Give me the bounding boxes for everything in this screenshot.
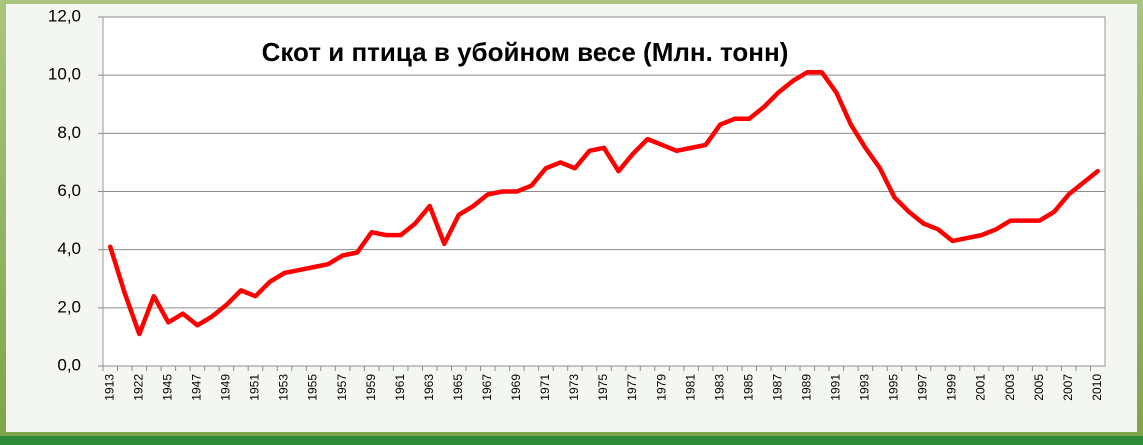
x-tick-label: 1955 [306, 374, 320, 401]
x-tick-label: 1977 [625, 374, 639, 401]
x-tick-label: 1971 [538, 374, 552, 401]
x-tick-label: 1963 [422, 374, 436, 401]
x-tick-label: 1989 [799, 374, 813, 401]
x-tick-label: 1997 [916, 374, 930, 401]
x-tick-label: 1969 [509, 374, 523, 401]
y-tick-label: 12,0 [48, 6, 81, 25]
x-tick-label: 1993 [858, 374, 872, 401]
x-tick-label: 1967 [480, 374, 494, 401]
x-tick-label: 1913 [102, 374, 116, 401]
x-tick-label: 1999 [945, 374, 959, 401]
data-line [108, 70, 1100, 337]
x-tick-label: 1983 [712, 374, 726, 401]
x-tick-label: 1995 [887, 374, 901, 401]
x-tick-label: 1975 [596, 374, 610, 401]
x-tick-label: 1949 [219, 374, 233, 401]
x-tick-label: 1985 [741, 374, 755, 401]
x-tick-label: 1947 [190, 374, 204, 401]
x-tick-label: 1987 [770, 374, 784, 401]
x-tick-label: 2007 [1061, 374, 1075, 401]
x-tick-label: 1965 [451, 374, 465, 401]
x-tick-label: 1945 [161, 374, 175, 401]
x-tick-label: 1979 [654, 374, 668, 401]
x-tick-label: 1973 [567, 374, 581, 401]
x-tick-label: 2001 [974, 374, 988, 401]
y-tick-label: 2,0 [57, 297, 81, 316]
x-tick-label: 2003 [1003, 374, 1017, 401]
y-tick-label: 6,0 [57, 181, 81, 200]
x-tick-label: 1953 [277, 374, 291, 401]
x-tick-label: 1981 [683, 374, 697, 401]
y-tick-label: 4,0 [57, 239, 81, 258]
x-tick-label: 2005 [1032, 374, 1046, 401]
x-tick-label: 1991 [829, 374, 843, 401]
y-tick-label: 10,0 [48, 65, 81, 84]
chart-title: Скот и птица в убойном весе (Млн. тонн) [262, 37, 789, 67]
x-tick-label: 1959 [364, 374, 378, 401]
x-tick-label: 1957 [335, 374, 349, 401]
x-tick-label: 2010 [1090, 374, 1104, 401]
x-tick-label: 1951 [248, 374, 262, 401]
footer-stripe [0, 436, 1143, 445]
x-tick-label: 1922 [131, 374, 145, 401]
y-tick-label: 0,0 [57, 355, 81, 374]
x-tick-label: 1961 [393, 374, 407, 401]
y-tick-label: 8,0 [57, 123, 81, 142]
